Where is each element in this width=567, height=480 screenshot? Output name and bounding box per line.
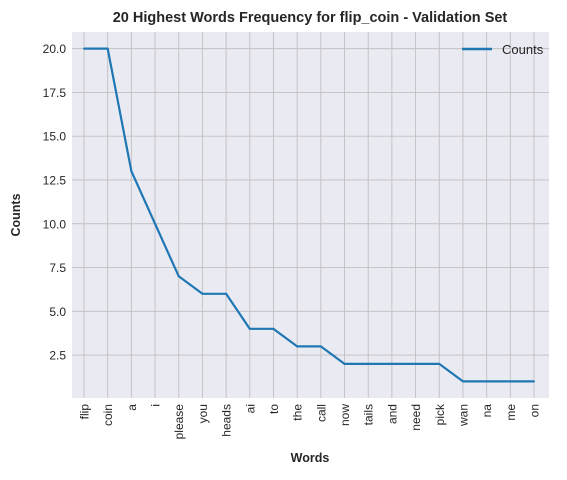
data-point-a <box>130 170 133 173</box>
x-tick-label: tails <box>362 404 376 425</box>
y-tick-label: 17.5 <box>43 86 67 100</box>
legend: Counts <box>462 42 544 57</box>
y-tick-label: 20.0 <box>43 42 67 56</box>
x-tick-label: na <box>480 404 494 418</box>
x-tick-label: the <box>291 404 305 421</box>
y-axis-label: Counts <box>9 193 23 236</box>
y-tick-label: 5.0 <box>49 305 66 319</box>
x-tick-label: heads <box>220 404 234 437</box>
data-point-me <box>509 380 512 383</box>
x-tick-label: ai <box>243 404 257 413</box>
data-point-to <box>272 327 275 330</box>
data-point-need <box>414 362 417 365</box>
data-point-heads <box>225 292 228 295</box>
data-point-on <box>533 380 535 383</box>
x-tick-label: to <box>267 404 281 414</box>
y-grid-lines <box>72 48 549 356</box>
x-tick-label: on <box>528 404 542 417</box>
data-point-and <box>390 362 393 365</box>
x-tick-label: i <box>149 404 163 407</box>
x-tick-label: need <box>409 404 423 431</box>
data-point-na <box>485 380 488 383</box>
data-point-tails <box>367 362 370 365</box>
x-tick-label: call <box>314 404 328 422</box>
data-point-pick <box>438 362 441 365</box>
x-tick-label: please <box>172 404 186 440</box>
data-point-ai <box>248 327 251 330</box>
data-point-i <box>154 222 157 225</box>
data-point-you <box>201 292 204 295</box>
plot-area <box>72 32 549 398</box>
y-tick-label: 10.0 <box>43 217 67 231</box>
x-tick-label: a <box>125 404 139 411</box>
data-point-wan <box>461 380 464 383</box>
x-tick-label: pick <box>433 403 447 425</box>
y-tick-label: 12.5 <box>43 173 67 187</box>
y-tick-label: 15.0 <box>43 130 67 144</box>
x-grid-lines <box>83 32 535 398</box>
x-tick-label: now <box>338 404 352 426</box>
data-points <box>83 47 535 383</box>
x-tick-label: you <box>196 404 210 423</box>
data-point-call <box>319 345 322 348</box>
y-tick-label: 7.5 <box>49 261 66 275</box>
series-line-counts <box>84 47 534 383</box>
legend-label: Counts <box>502 42 544 57</box>
chart-title: 20 Highest Words Frequency for flip_coin… <box>113 10 508 26</box>
x-tick-label: and <box>385 404 399 424</box>
x-tick-label: coin <box>101 404 115 426</box>
y-tick-labels: 2.5 5.0 7.5 10.0 12.5 15.0 17.5 20.0 <box>43 42 67 362</box>
x-axis-label: Words <box>291 451 330 465</box>
x-tick-label: wan <box>456 404 470 427</box>
data-point-the <box>296 345 299 348</box>
data-point-please <box>177 275 180 278</box>
data-point-now <box>343 362 346 365</box>
x-tick-label: flip <box>78 404 92 420</box>
x-tick-labels: flip coin a i please you heads ai to the call now ta… <box>78 403 542 439</box>
data-point-flip <box>83 47 85 50</box>
y-tick-label: 2.5 <box>49 349 66 363</box>
data-point-coin <box>106 47 109 50</box>
x-tick-label: me <box>504 404 518 421</box>
